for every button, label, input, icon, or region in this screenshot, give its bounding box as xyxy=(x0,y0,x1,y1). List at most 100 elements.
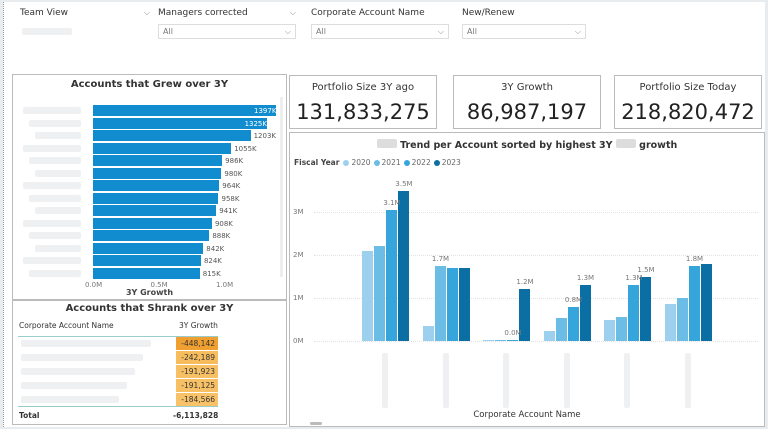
chevron-down-icon[interactable]: ⌵ xyxy=(289,8,296,17)
bar[interactable] xyxy=(700,263,712,341)
bar[interactable] xyxy=(543,330,555,341)
card-3y-growth: 3Y Growth 86,987,197 xyxy=(453,75,601,129)
bar[interactable] xyxy=(519,289,530,341)
legend-label: 2023 xyxy=(441,158,461,167)
legend-dot-icon xyxy=(433,159,440,166)
bar[interactable] xyxy=(93,105,276,116)
column-header-account[interactable]: Corporate Account Name xyxy=(19,321,114,330)
bar[interactable] xyxy=(374,246,385,341)
account-name-redacted xyxy=(29,157,81,164)
legend-title: Fiscal Year xyxy=(294,158,340,167)
report-canvas: Team View ⌵ Managers corrected ⌵ All ⌵ Co… xyxy=(3,2,765,427)
account-name-redacted xyxy=(29,119,81,127)
bar[interactable] xyxy=(446,267,458,341)
title-part: growth xyxy=(639,140,678,151)
account-name-redacted xyxy=(29,194,81,202)
slicer-label: Managers corrected xyxy=(158,8,248,18)
data-label: 980K xyxy=(224,169,243,178)
account-name-redacted xyxy=(35,169,81,177)
category-label-redacted xyxy=(503,353,509,408)
bar[interactable] xyxy=(93,192,219,204)
legend-item[interactable]: 2023 xyxy=(433,158,461,167)
bar[interactable] xyxy=(434,265,446,341)
bar[interactable] xyxy=(628,285,639,341)
slicer-dropdown[interactable]: All ⌵ xyxy=(158,24,296,39)
bar[interactable] xyxy=(93,217,212,229)
data-label: 1.2M xyxy=(516,278,534,287)
slicer-dropdown[interactable]: All ⌵ xyxy=(311,24,449,39)
scrollbar[interactable] xyxy=(310,422,322,425)
grew-chart: Accounts that Grew over 3Y 3Y Growth 139… xyxy=(12,74,287,300)
bar[interactable] xyxy=(604,319,615,341)
bar[interactable] xyxy=(362,250,373,341)
data-label: 815K xyxy=(202,269,221,278)
bar[interactable] xyxy=(386,209,397,341)
bar[interactable] xyxy=(93,205,217,216)
legend-item[interactable]: 2022 xyxy=(403,158,431,167)
slicer-dropdown[interactable]: All ⌵ xyxy=(462,24,586,39)
redacted xyxy=(376,139,397,148)
legend-item[interactable]: 2021 xyxy=(373,158,401,167)
x-axis-label: Corporate Account Name xyxy=(473,410,581,420)
shrank-table: Accounts that Shrank over 3Y Corporate A… xyxy=(12,300,287,425)
bar[interactable] xyxy=(422,325,434,341)
bar[interactable] xyxy=(93,142,232,154)
bar[interactable] xyxy=(93,230,210,241)
bar[interactable] xyxy=(555,318,567,341)
bar[interactable] xyxy=(93,155,223,166)
chevron-down-icon: ⌵ xyxy=(437,27,444,36)
data-label: 941K xyxy=(219,207,238,215)
trend-chart: Trend per Account sorted by highest 3Y g… xyxy=(289,132,765,427)
legend-item[interactable]: 2020 xyxy=(343,158,371,167)
card-value: 131,833,275 xyxy=(296,100,430,124)
bar[interactable] xyxy=(616,317,627,341)
shrank-title: Accounts that Shrank over 3Y xyxy=(65,303,234,314)
bar[interactable] xyxy=(688,265,700,341)
bar[interactable] xyxy=(93,117,267,129)
y-tick: 2M xyxy=(293,251,304,259)
bar[interactable] xyxy=(676,298,688,341)
category-label-redacted xyxy=(442,353,449,408)
legend: Fiscal Year 2020 2021 2022 2023 xyxy=(294,158,464,167)
bar[interactable] xyxy=(640,276,651,341)
bar[interactable] xyxy=(495,340,506,341)
chevron-down-icon[interactable]: ⌵ xyxy=(143,8,150,17)
bar[interactable] xyxy=(567,306,579,341)
data-label: 824K xyxy=(203,257,222,265)
legend-dot-icon xyxy=(373,159,380,166)
bar[interactable] xyxy=(507,340,518,341)
bar[interactable] xyxy=(93,242,204,254)
data-label: 1.3M xyxy=(576,274,595,283)
account-name-redacted xyxy=(23,219,81,227)
bar[interactable] xyxy=(93,180,220,191)
bar[interactable] xyxy=(93,267,200,279)
bar[interactable] xyxy=(664,304,676,341)
bar[interactable] xyxy=(458,267,470,341)
y-tick: 0M xyxy=(293,337,304,345)
growth-cell: -242,189 xyxy=(176,351,218,364)
divider xyxy=(18,406,218,407)
data-label: 842K xyxy=(206,244,225,253)
card-portfolio-today: Portfolio Size Today 218,820,472 xyxy=(614,75,762,129)
legend-label: 2022 xyxy=(411,158,431,167)
bar[interactable] xyxy=(93,255,201,266)
growth-cell: -191,125 xyxy=(176,379,218,392)
card-title: Portfolio Size Today xyxy=(639,82,737,93)
slicer-value[interactable] xyxy=(20,24,150,39)
trend-title: Trend per Account sorted by highest 3Y g… xyxy=(290,139,764,151)
bar[interactable] xyxy=(93,167,222,179)
slicer-label: New/Renew xyxy=(462,8,515,18)
bar[interactable] xyxy=(93,130,251,141)
scrollbar[interactable] xyxy=(280,97,283,277)
category-label-redacted xyxy=(382,353,388,408)
bar[interactable] xyxy=(579,285,591,341)
bar[interactable] xyxy=(398,190,409,341)
data-label: 1.5M xyxy=(637,265,655,274)
legend-dot-icon xyxy=(343,159,350,166)
category-label-redacted xyxy=(563,353,570,408)
y-tick: 3M xyxy=(293,208,304,216)
column-header-growth[interactable]: 3Y Growth xyxy=(179,321,218,330)
legend-label: 2020 xyxy=(351,158,371,167)
data-label: 0.0M xyxy=(504,329,522,338)
bar[interactable] xyxy=(483,340,494,341)
